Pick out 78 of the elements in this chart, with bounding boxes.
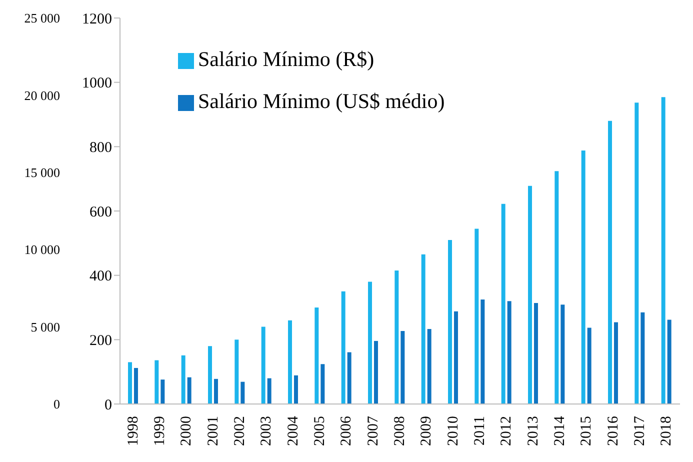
bar [240,382,245,404]
bar [374,340,378,404]
y-tick-label: 200 [90,332,112,349]
x-tick-label: 1999 [152,416,168,446]
legend-label: Salário Mínimo (R$) [198,47,374,71]
x-tick-label: 2009 [418,416,435,446]
y2-tick-label: 15 000 [24,165,60,180]
bar [154,360,159,404]
y-tick-label: 0 [104,397,112,414]
x-tick-label: 2017 [632,416,648,446]
x-tick-label: 2018 [658,416,675,446]
bar [534,302,538,404]
bar [474,228,479,404]
x-tick-label: 2008 [392,416,408,446]
x-tick-label: 2002 [232,416,248,446]
bar [214,378,218,404]
bar [368,282,372,404]
x-tick-label: 2007 [365,416,382,446]
y2-tick-label: 25 000 [24,10,60,26]
y2-tick-label: 10 000 [24,242,60,258]
y-tick-label: 400 [90,268,112,285]
bar [554,171,559,404]
x-tick-label: 2014 [552,416,568,446]
y-tick-label: 600 [90,204,112,220]
bar [134,368,138,404]
bar [347,352,352,404]
bar [288,320,292,404]
bar [261,326,266,404]
bar [341,291,346,404]
bar [394,270,399,404]
legend-label: Salário Mínimo (US$ médio) [198,89,445,113]
bar [267,378,272,404]
bar [320,364,325,404]
y-tick-label: 1200 [82,11,112,28]
y2-tick-label: 5 000 [30,319,60,334]
y-tick-label: 800 [90,140,112,156]
bar [581,150,586,404]
x-tick-label: 2003 [258,416,275,446]
x-tick-label: 2015 [578,416,595,446]
bar [608,120,612,404]
bar [528,186,532,404]
bar [667,320,672,404]
y2-tick-label: 0 [54,396,60,412]
x-tick-label: 2016 [605,416,622,446]
bar [128,362,132,404]
x-tick-label: 2010 [445,416,462,446]
bar [294,375,298,404]
x-tick-label: 2011 [472,416,488,446]
bar [560,304,565,404]
y-tick-label: 1000 [82,76,112,92]
bar [454,311,458,404]
x-tick-label: 2001 [205,416,222,446]
x-tick-label: 2013 [525,416,542,446]
bar [427,329,432,404]
bar [181,355,186,404]
bar [587,328,592,404]
bar [400,330,405,404]
bar [634,102,639,404]
bar [234,340,239,404]
bar [314,308,319,404]
bar [160,380,165,404]
bar [501,204,506,404]
bar [421,254,426,404]
x-tick-label: 2000 [178,416,195,446]
bar [208,346,212,404]
x-tick-label: 2005 [312,416,328,446]
bar [507,301,512,404]
y2-tick-label: 20 000 [24,88,60,103]
x-tick-label: 2006 [338,416,355,446]
x-tick-label: 2004 [285,416,302,446]
bar [187,377,192,404]
bar [614,322,618,404]
bar [480,299,485,404]
bar [640,312,645,404]
bar [661,97,666,404]
x-tick-label: 1998 [125,416,142,446]
bar [448,240,452,404]
x-tick-label: 2012 [498,416,515,446]
